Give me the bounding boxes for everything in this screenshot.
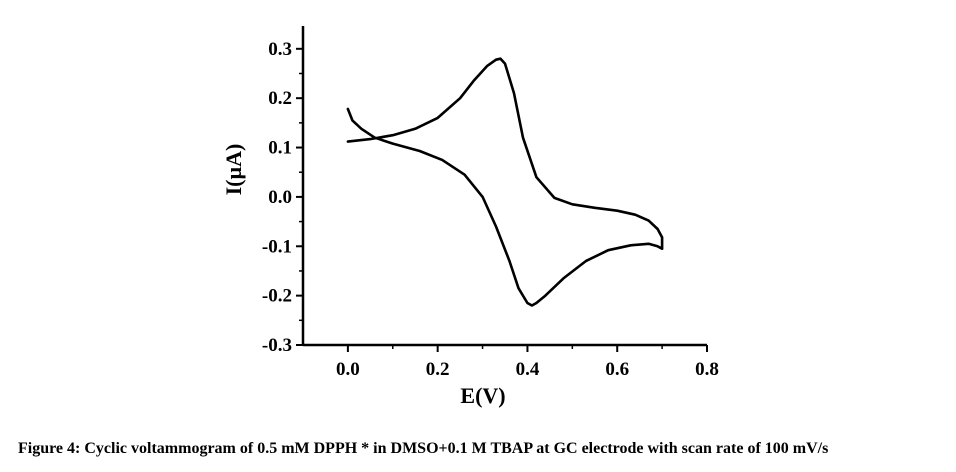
x-tick-label: 0.0 bbox=[336, 359, 360, 380]
y-tick-label: -0.1 bbox=[262, 236, 292, 257]
y-tick-label: 0.0 bbox=[268, 187, 292, 208]
voltammogram-curve bbox=[346, 57, 664, 307]
y-axis-label: I(µA) bbox=[221, 144, 246, 196]
x-axis-label: E(V) bbox=[460, 383, 505, 408]
cyclic-voltammogram-chart: 0.0 0.2 0.4 0.6 0.8-0.3-0.2-0.10.00.10.20.3 … bbox=[221, 26, 719, 408]
y-tick-label: -0.2 bbox=[262, 286, 292, 307]
y-tick-label: 0.2 bbox=[268, 88, 292, 109]
axes bbox=[296, 26, 708, 352]
x-tick-label: 0.2 bbox=[426, 359, 450, 380]
x-tick-label: 0.6 bbox=[605, 359, 629, 380]
tick-labels: 0.0 0.2 0.4 0.6 0.8 -0.3 -0.2 -0.1 0.0 0.1 0.2 0.3 bbox=[262, 39, 719, 380]
plot-area bbox=[346, 57, 664, 307]
x-tick-label: 0.8 bbox=[695, 359, 719, 380]
x-tick-label: 0.4 bbox=[516, 359, 540, 380]
y-tick-label: 0.3 bbox=[268, 39, 292, 60]
y-tick-label: 0.1 bbox=[268, 138, 292, 159]
figure-caption: Figure 4: Cyclic voltammogram of 0.5 mM … bbox=[18, 440, 829, 457]
y-tick-label: -0.3 bbox=[262, 335, 292, 356]
